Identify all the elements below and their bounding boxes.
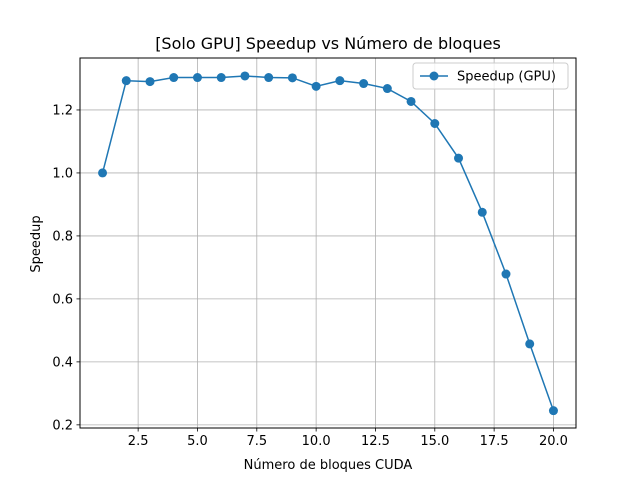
data-point	[477, 207, 487, 217]
x-tick-label: 5.0	[187, 434, 208, 449]
y-axis-ticks: 0.2 0.4 0.6 0.8 1.0 1.2	[52, 103, 80, 433]
data-point	[98, 168, 108, 178]
x-tick-label: 12.5	[361, 434, 390, 449]
series-layer	[98, 71, 558, 416]
data-point	[192, 73, 202, 83]
data-point	[525, 339, 535, 349]
x-tick-label: 20.0	[539, 434, 568, 449]
y-tick-label: 0.4	[52, 355, 73, 370]
data-point	[311, 81, 321, 91]
chart-title: [Solo GPU] Speedup vs Número de bloques	[155, 34, 501, 53]
data-point	[430, 118, 440, 128]
data-point	[406, 96, 416, 106]
grid-lines	[80, 58, 576, 428]
plot-frame	[79, 57, 577, 429]
legend-box	[412, 62, 569, 90]
x-tick-label: 2.5	[128, 434, 149, 449]
x-axis-label: Número de bloques CUDA	[244, 458, 413, 473]
y-tick-label: 1.0	[52, 166, 73, 181]
x-axis-ticks: 2.5 5.0 7.5 10.0 12.5 15.0 17.5 20.0	[128, 428, 568, 449]
x-tick-label: 15.0	[420, 434, 449, 449]
data-point	[359, 79, 369, 89]
data-point	[287, 73, 297, 83]
y-tick-label: 0.8	[52, 229, 73, 244]
data-point	[216, 73, 226, 83]
y-tick-label: 1.2	[52, 103, 73, 118]
x-tick-label: 7.5	[246, 434, 267, 449]
y-tick-label: 0.2	[52, 418, 73, 433]
x-tick-label: 17.5	[480, 434, 509, 449]
data-point	[548, 406, 558, 416]
y-axis-label: Speedup	[29, 215, 44, 272]
data-point	[501, 269, 511, 279]
data-point	[382, 84, 392, 94]
data-point	[121, 76, 131, 86]
data-point	[240, 71, 250, 81]
data-point	[335, 76, 345, 86]
y-tick-label: 0.6	[52, 292, 73, 307]
data-point	[454, 153, 464, 163]
data-point	[145, 77, 155, 87]
x-tick-label: 10.0	[302, 434, 331, 449]
legend: Speedup (GPU)	[412, 62, 569, 90]
data-point	[264, 73, 274, 83]
legend-marker-swatch	[429, 71, 439, 81]
legend-label: Speedup (GPU)	[457, 70, 556, 85]
data-point	[169, 73, 179, 83]
